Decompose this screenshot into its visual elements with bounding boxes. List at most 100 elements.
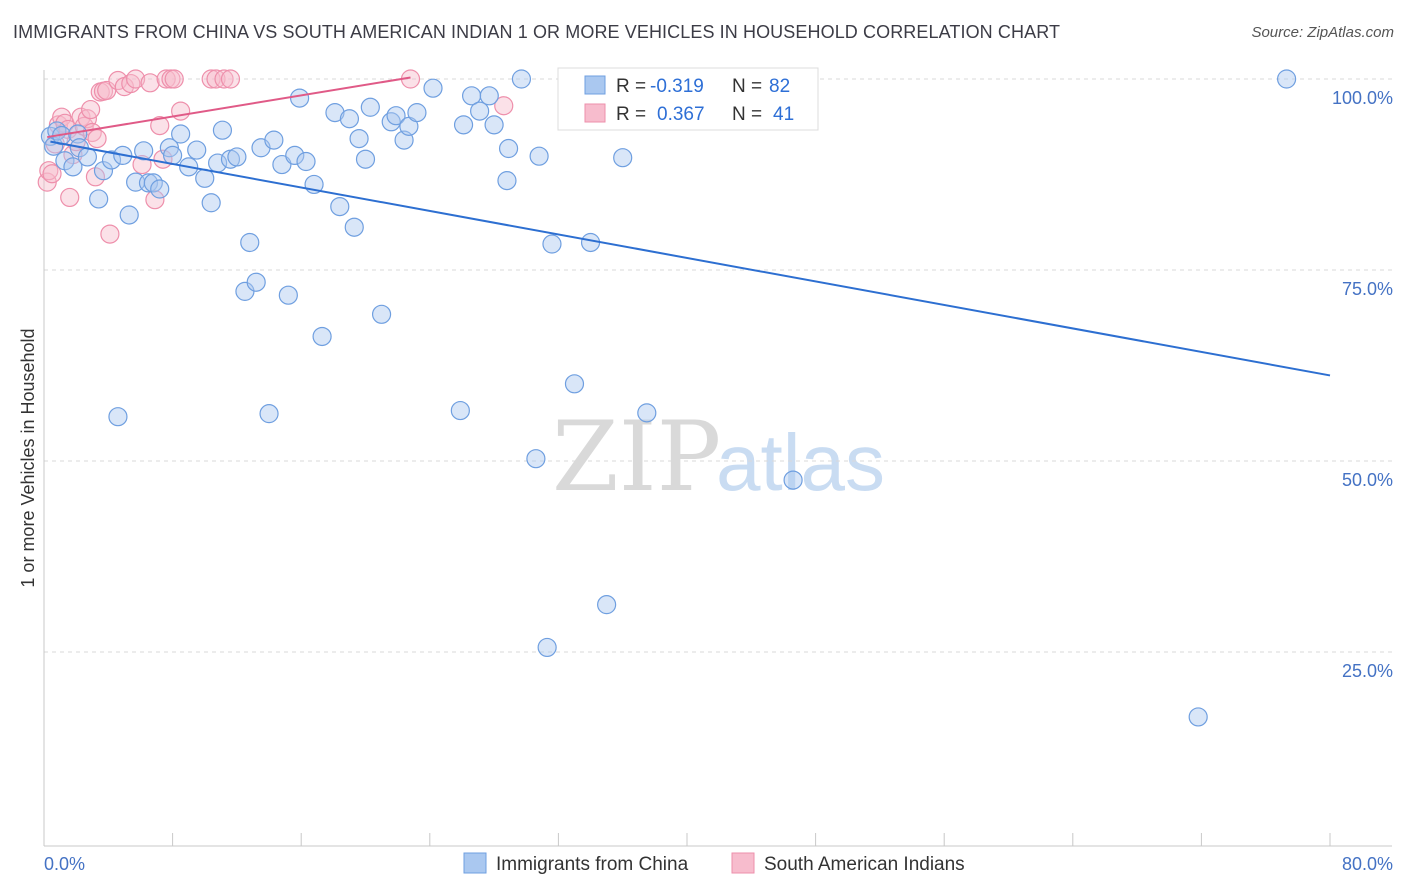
watermark: ZIP atlas bbox=[552, 401, 885, 513]
bottom-legend-swatch-sai bbox=[731, 852, 755, 874]
china-point bbox=[1276, 69, 1297, 89]
trend-lines bbox=[47, 76, 1331, 377]
legend-swatch-sai bbox=[584, 103, 606, 123]
y-tick-label-75: 75.0% bbox=[1342, 279, 1393, 299]
sai-point bbox=[87, 128, 107, 149]
legend-r-label-sai: R = bbox=[616, 104, 646, 125]
china-point bbox=[77, 147, 98, 167]
china-point bbox=[526, 449, 546, 469]
china-point bbox=[240, 232, 260, 253]
bottom-legend-swatch-china bbox=[463, 852, 487, 874]
china-point bbox=[529, 146, 549, 166]
sai-point bbox=[150, 116, 170, 136]
legend-n-value-china: 82 bbox=[769, 76, 790, 97]
china-point bbox=[613, 148, 633, 168]
sai-point bbox=[145, 190, 165, 210]
china-point bbox=[1188, 707, 1208, 727]
legend-n-value-sai: 41 bbox=[773, 104, 794, 125]
china-point bbox=[201, 193, 221, 213]
legend-n-label-sai: N = bbox=[732, 104, 762, 125]
china-point bbox=[119, 205, 139, 225]
x-tick-label-max: 80.0% bbox=[1342, 854, 1393, 874]
legend-r-label-china: R = bbox=[616, 76, 646, 97]
source-label: Source: ZipAtlas.com bbox=[1251, 24, 1394, 41]
china-point bbox=[101, 150, 122, 170]
china-point bbox=[360, 97, 380, 117]
sai-point bbox=[206, 69, 226, 89]
china-point bbox=[312, 326, 332, 347]
china-point bbox=[330, 196, 350, 217]
china-point bbox=[187, 140, 207, 160]
china-point bbox=[289, 88, 310, 108]
sai-point bbox=[140, 73, 160, 93]
china-point bbox=[479, 86, 499, 106]
sai-point bbox=[171, 101, 191, 121]
china-point bbox=[246, 272, 266, 292]
china-point bbox=[93, 161, 114, 181]
china-point bbox=[511, 69, 532, 89]
trend-line-sai bbox=[47, 76, 411, 139]
sai-point bbox=[494, 96, 514, 116]
legend-r-value-china: -0.319 bbox=[650, 76, 704, 97]
y-tick-label-50: 50.0% bbox=[1342, 470, 1393, 490]
sai-point bbox=[220, 69, 241, 89]
legend-swatch-china bbox=[584, 75, 606, 95]
chart-title: IMMIGRANTS FROM CHINA VS SOUTH AMERICAN … bbox=[13, 22, 1061, 42]
gridlines bbox=[44, 78, 1392, 653]
china-point bbox=[89, 189, 109, 209]
y-tick-label-25: 25.0% bbox=[1342, 661, 1393, 681]
china-point bbox=[264, 130, 284, 150]
china-point bbox=[371, 304, 392, 324]
china-point bbox=[349, 128, 369, 149]
china-point bbox=[163, 145, 183, 165]
china-point bbox=[423, 78, 443, 98]
china-point bbox=[470, 101, 490, 121]
stats-legend: R = -0.319 N = 82 R = 0.367 N = 41 bbox=[557, 67, 819, 131]
sai-point bbox=[60, 187, 80, 208]
china-point bbox=[278, 285, 298, 305]
china-point bbox=[195, 168, 215, 188]
china-point bbox=[537, 637, 557, 658]
sai-point bbox=[164, 69, 184, 89]
series-south-american-indians bbox=[37, 69, 514, 244]
china-point bbox=[564, 374, 585, 394]
china-point bbox=[325, 103, 345, 123]
y-axis-tick-labels: 100.0% 75.0% 50.0% 25.0% bbox=[1332, 88, 1393, 681]
sai-point bbox=[42, 164, 62, 184]
china-point bbox=[108, 407, 128, 427]
watermark-atlas: atlas bbox=[716, 418, 885, 507]
china-point bbox=[498, 138, 519, 159]
series-legend: Immigrants from China South American Ind… bbox=[463, 852, 965, 875]
china-point bbox=[407, 103, 427, 123]
x-tick-label-min: 0.0% bbox=[44, 854, 85, 874]
sai-point bbox=[214, 69, 234, 89]
china-point bbox=[450, 400, 470, 421]
china-point bbox=[227, 147, 247, 167]
sai-point bbox=[39, 161, 59, 181]
watermark-zip: ZIP bbox=[552, 401, 721, 513]
bottom-legend-label-china: Immigrants from China bbox=[496, 854, 689, 875]
china-point bbox=[339, 109, 360, 129]
legend-r-value-sai: 0.367 bbox=[657, 104, 705, 125]
china-point bbox=[259, 404, 279, 424]
china-point bbox=[150, 179, 170, 199]
sai-point bbox=[126, 69, 146, 89]
china-point bbox=[138, 173, 159, 193]
china-point bbox=[63, 157, 83, 177]
china-point bbox=[285, 145, 305, 165]
y-tick-label-100: 100.0% bbox=[1332, 88, 1393, 108]
china-point bbox=[542, 234, 562, 254]
china-point bbox=[355, 149, 376, 169]
china-point bbox=[484, 115, 504, 135]
series-immigrants-from-china bbox=[40, 69, 1297, 727]
china-point bbox=[637, 403, 657, 423]
china-point bbox=[296, 151, 316, 172]
x-axis-ticks bbox=[43, 833, 1331, 846]
china-point bbox=[386, 106, 406, 126]
y-axis-title: 1 or more Vehicles in Household bbox=[18, 328, 38, 587]
china-point bbox=[171, 124, 191, 144]
sai-point bbox=[100, 224, 120, 244]
china-point bbox=[344, 217, 364, 237]
sai-point bbox=[81, 99, 101, 120]
